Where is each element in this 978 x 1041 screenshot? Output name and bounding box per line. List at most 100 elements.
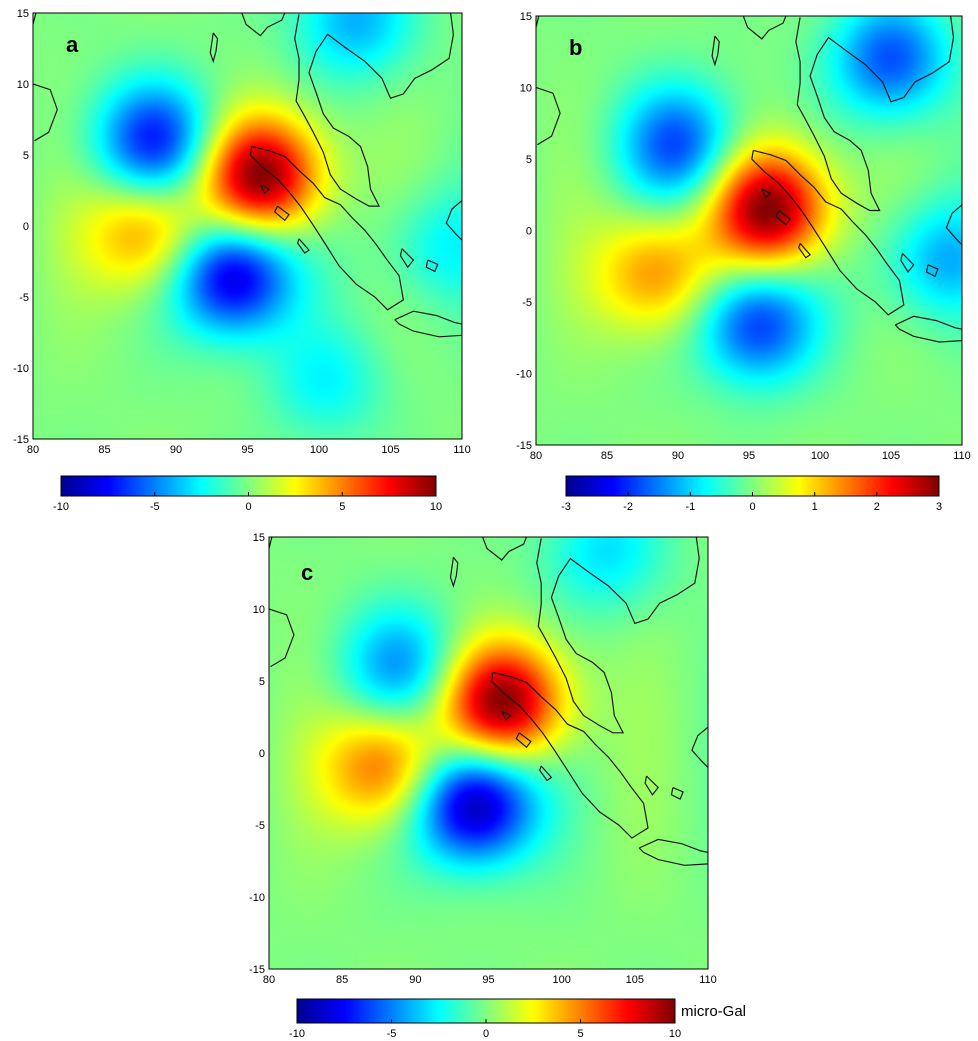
x-tick-label: 80 <box>530 450 542 462</box>
colorbar-tick-label: 0 <box>245 501 251 513</box>
heatmap-c <box>269 537 708 969</box>
coastlines-a <box>33 13 462 338</box>
x-tick-label: 110 <box>453 444 471 456</box>
x-tick-label: 100 <box>552 974 570 986</box>
colorbar-tick-label: 5 <box>577 1028 583 1040</box>
y-tick-label: 5 <box>23 150 29 162</box>
coastline <box>501 710 512 721</box>
colorbar-tick-label: -10 <box>53 501 69 513</box>
x-tick-label: 95 <box>743 450 755 462</box>
y-tick-label: 0 <box>259 748 265 760</box>
colorbar-tick-label: 0 <box>749 501 755 513</box>
y-tick-label: 10 <box>253 604 265 616</box>
coastline <box>742 16 787 40</box>
coastline <box>249 145 405 311</box>
y-tick-label: 15 <box>253 532 265 544</box>
x-tick-label: 105 <box>626 974 644 986</box>
colorbar-tick-label: 0 <box>483 1028 489 1040</box>
x-tick-label: 105 <box>381 444 399 456</box>
x-tick-label: 95 <box>482 974 494 986</box>
y-tick-label: -5 <box>522 297 532 309</box>
coastline <box>751 149 905 316</box>
coastline <box>711 35 720 67</box>
coastline <box>638 838 708 866</box>
coastline <box>761 188 772 199</box>
x-tick-label: 110 <box>953 450 971 462</box>
colorbar-tick-label: -3 <box>561 501 571 513</box>
coastline <box>539 765 553 782</box>
coastline <box>296 238 310 254</box>
coastline <box>294 13 455 207</box>
coastline <box>269 608 295 668</box>
colorbar-tick-label: -2 <box>623 501 633 513</box>
coastline <box>445 199 462 241</box>
y-tick-label: -15 <box>13 434 29 446</box>
map-frame <box>268 536 709 970</box>
coastline <box>900 252 915 274</box>
coastlines-c <box>269 537 708 866</box>
map-frame <box>535 15 963 446</box>
x-tick-label: 100 <box>811 450 829 462</box>
colorbar-tick-label: 3 <box>936 501 942 513</box>
y-tick-label: 15 <box>17 8 29 20</box>
y-tick-label: -15 <box>249 964 265 976</box>
coastline <box>515 732 532 749</box>
x-tick-label: 90 <box>409 974 421 986</box>
x-tick-label: 90 <box>170 444 182 456</box>
panel-label: a <box>66 32 79 57</box>
colorbar-tick-label: -5 <box>387 1028 397 1040</box>
y-tick-label: -10 <box>13 363 29 375</box>
coastline <box>945 204 962 246</box>
coastline <box>259 184 271 195</box>
colorbar-tick-label: 5 <box>339 501 345 513</box>
y-tick-label: 0 <box>526 226 532 238</box>
coastlines-b <box>536 16 962 343</box>
x-tick-label: 85 <box>98 444 110 456</box>
coastline <box>775 210 792 226</box>
y-tick-label: 10 <box>520 83 532 95</box>
coastline <box>798 243 812 259</box>
coastline <box>209 32 219 64</box>
colorbar-tick-label: -5 <box>150 501 160 513</box>
y-tick-label: -5 <box>19 292 29 304</box>
coastline <box>536 537 700 734</box>
y-tick-label: 15 <box>520 11 532 23</box>
coastline <box>925 264 939 278</box>
y-tick-label: -10 <box>249 892 265 904</box>
coastline <box>490 671 649 839</box>
y-tick-label: -10 <box>516 369 532 381</box>
heatmap-a <box>33 13 462 439</box>
colorbar-tick-label: 10 <box>430 501 442 513</box>
coastline <box>425 259 439 273</box>
coastline <box>894 315 962 343</box>
x-tick-label: 80 <box>27 444 39 456</box>
coastline <box>670 787 684 800</box>
panel-label: b <box>569 35 582 60</box>
coastline <box>691 726 708 768</box>
x-tick-label: 90 <box>672 450 684 462</box>
map-frame <box>32 12 463 440</box>
x-tick-label: 105 <box>882 450 900 462</box>
x-tick-label: 100 <box>310 444 328 456</box>
x-tick-label: 80 <box>263 974 275 986</box>
coastline <box>449 556 459 589</box>
coastline <box>394 310 462 338</box>
x-tick-label: 85 <box>601 450 613 462</box>
y-tick-label: 5 <box>259 676 265 688</box>
x-tick-label: 85 <box>336 974 348 986</box>
coastline <box>399 248 415 269</box>
x-tick-label: 110 <box>699 974 717 986</box>
colorbar-tick-label: 10 <box>669 1028 681 1040</box>
y-tick-label: 0 <box>23 221 29 233</box>
coastline <box>536 86 561 146</box>
colorbar-tick-label: -1 <box>685 501 695 513</box>
colorbar-tick-label: 1 <box>812 501 818 513</box>
coastline <box>241 13 286 37</box>
coastline <box>33 83 58 142</box>
colorbar-unit: micro-Gal <box>681 1003 746 1020</box>
